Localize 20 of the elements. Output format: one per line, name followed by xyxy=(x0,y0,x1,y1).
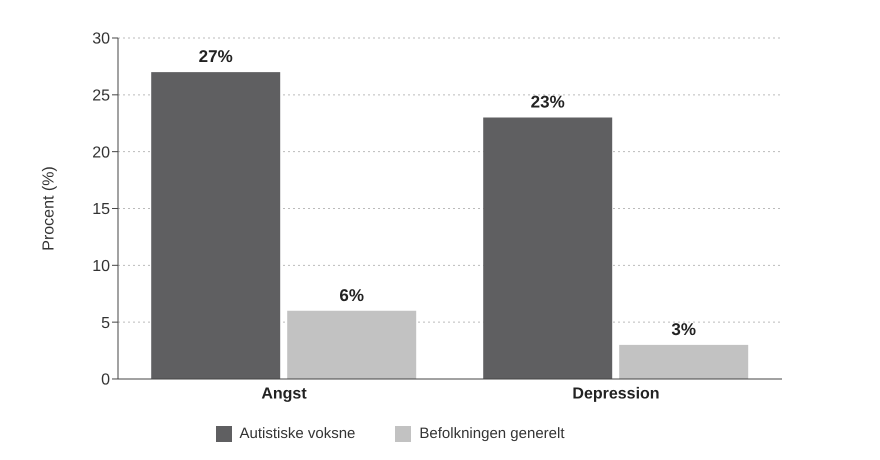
y-axis-title: Procent (%) xyxy=(40,166,58,251)
x-tick-label: Depression xyxy=(572,385,660,402)
bar xyxy=(483,118,612,379)
bar xyxy=(287,310,416,379)
y-tick-label: 30 xyxy=(92,30,110,48)
y-tick-label: 10 xyxy=(92,258,110,275)
bar xyxy=(619,344,748,379)
y-tick-label: 25 xyxy=(92,88,110,105)
legend-label: Befolkningen generelt xyxy=(419,424,564,442)
y-tick-label: 5 xyxy=(101,314,110,332)
y-tick-label: 15 xyxy=(92,201,110,218)
y-tick-label: 0 xyxy=(101,372,110,389)
x-tick-label: Angst xyxy=(261,385,308,402)
legend-label: Autistiske voksne xyxy=(240,424,356,442)
y-tick-label: 20 xyxy=(92,144,110,162)
data-label: 6% xyxy=(339,286,364,305)
data-label: 27% xyxy=(198,47,233,66)
bar xyxy=(151,72,280,379)
data-label: 23% xyxy=(530,92,565,112)
data-label: 3% xyxy=(671,320,696,339)
